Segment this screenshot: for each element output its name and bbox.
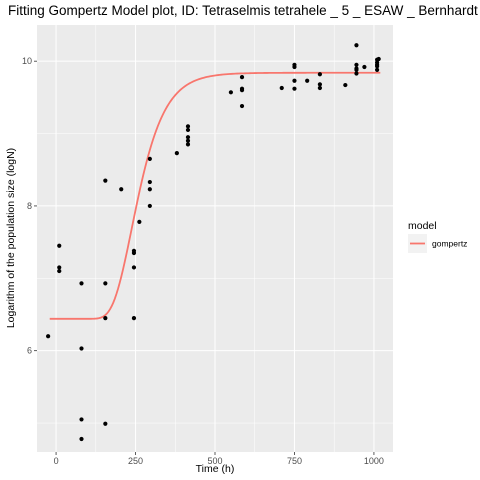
data-point <box>375 67 380 72</box>
y-tick-label: 10 <box>22 56 32 66</box>
data-point <box>305 78 310 83</box>
data-point <box>131 265 137 270</box>
data-point <box>57 268 62 274</box>
data-point <box>131 316 137 321</box>
data-point <box>57 265 62 270</box>
data-point <box>147 203 152 209</box>
data-point <box>375 64 380 69</box>
data-point <box>131 250 137 256</box>
series-line-gompertz <box>49 71 381 320</box>
y-tick-label: 6 <box>27 346 32 356</box>
data-point <box>185 124 191 129</box>
data-point <box>185 142 191 147</box>
x-tick-label: 1000 <box>364 456 384 466</box>
data-point <box>103 281 108 286</box>
data-point <box>354 67 359 72</box>
points-layer <box>46 43 381 442</box>
data-point <box>354 71 359 76</box>
x-tick-label: 0 <box>54 456 59 466</box>
data-point <box>376 56 381 62</box>
fit-line-layer <box>49 71 381 320</box>
data-point <box>239 88 245 93</box>
data-point <box>292 78 297 83</box>
data-point <box>279 85 284 91</box>
legend-title: model <box>408 220 437 232</box>
data-point <box>354 43 359 48</box>
data-point <box>185 127 191 133</box>
data-point <box>147 187 152 192</box>
data-point <box>317 72 322 77</box>
x-tick-label: 250 <box>128 456 143 466</box>
data-point <box>103 316 108 321</box>
data-point <box>317 85 322 91</box>
data-point <box>103 421 108 426</box>
data-point <box>343 82 348 88</box>
data-point <box>174 151 179 156</box>
y-axis-ticks: 6 8 10 <box>22 56 37 356</box>
data-point <box>46 334 51 339</box>
data-point <box>185 135 191 140</box>
y-tick-label: 8 <box>27 201 32 211</box>
data-point <box>185 138 191 143</box>
x-tick-label: 750 <box>287 456 302 466</box>
x-axis-ticks: 0 250 500 750 1000 <box>54 452 384 466</box>
legend: model gompertz <box>408 220 467 253</box>
x-axis-label: Time (h) <box>196 463 235 475</box>
x-tick-label: 500 <box>207 456 222 466</box>
data-point <box>239 75 245 80</box>
data-point <box>147 179 152 185</box>
y-axis-label: Logarithm of the population size (logN) <box>5 148 17 328</box>
data-point <box>79 281 84 286</box>
data-point <box>119 187 124 192</box>
data-point <box>228 90 233 95</box>
data-point <box>292 64 297 70</box>
data-point <box>57 243 62 248</box>
data-point <box>292 86 297 91</box>
data-point <box>354 62 359 67</box>
chart-title: Fitting Gompertz Model plot, ID: Tetrase… <box>8 3 478 18</box>
legend-entry-gompertz: gompertz <box>432 239 467 249</box>
data-point <box>317 82 322 87</box>
data-point <box>137 219 142 224</box>
data-point <box>79 417 84 422</box>
grid-major <box>37 25 393 452</box>
data-point <box>79 436 84 442</box>
data-point <box>147 156 152 161</box>
data-point <box>362 64 367 70</box>
data-point <box>239 103 245 109</box>
data-point <box>79 346 84 351</box>
data-point <box>103 178 108 183</box>
